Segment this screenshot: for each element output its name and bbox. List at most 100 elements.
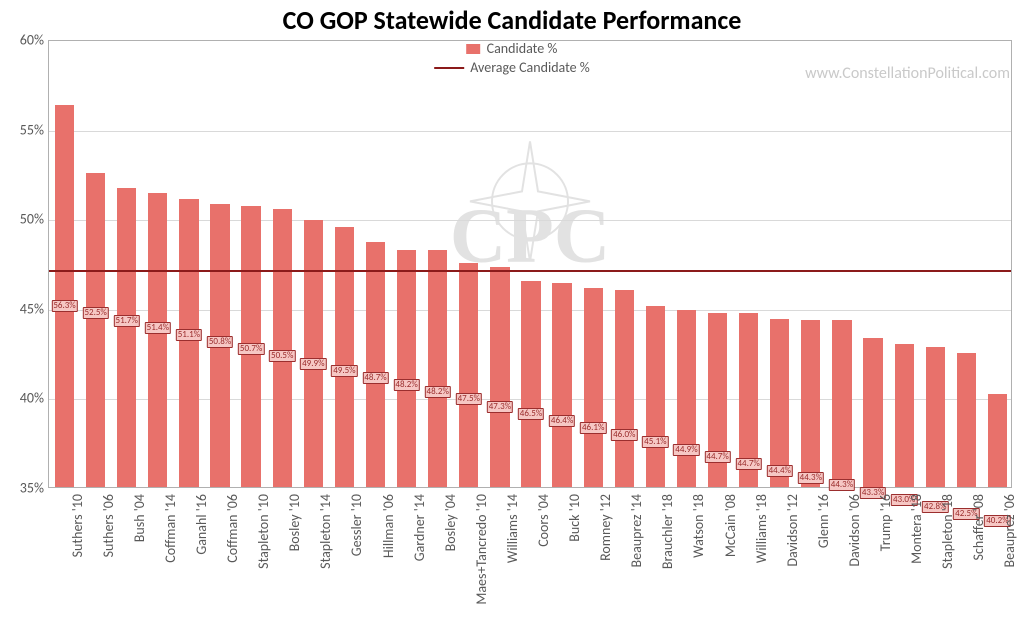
data-label: 56.3% [51, 300, 77, 312]
average-line [49, 270, 1011, 272]
data-label: 44.9% [673, 444, 699, 456]
bar [490, 267, 509, 487]
y-tick-label: 60% [4, 32, 44, 49]
x-tick-label: Coors '04 [535, 494, 552, 634]
bar [304, 220, 323, 487]
data-label: 47.5% [456, 393, 482, 405]
bar [273, 209, 292, 487]
bar [677, 310, 696, 487]
plot-area: CPC 56.3%52.5%51.7%51.4%51.1%50.8%50.7%5… [48, 40, 1012, 488]
x-tick-label: Bosley '10 [286, 494, 303, 634]
x-tick-label: Hillman '06 [380, 494, 397, 634]
data-label: 51.1% [176, 329, 202, 341]
data-label: 47.3% [487, 401, 513, 413]
bar [335, 227, 354, 487]
bar [615, 290, 634, 487]
bar [770, 319, 789, 487]
legend-swatch-bar [467, 44, 481, 54]
data-label: 51.4% [145, 322, 171, 334]
x-tick-label: Beauprez '06 [1001, 494, 1018, 634]
data-label: 44.4% [767, 465, 793, 477]
x-tick-label: Williams '18 [753, 494, 770, 634]
x-tick-label: Romney '12 [597, 494, 614, 634]
x-tick-label: Trump '16 [877, 494, 894, 634]
data-label: 44.7% [735, 458, 761, 470]
bar [926, 347, 945, 487]
y-tick-label: 40% [4, 390, 44, 407]
y-tick-label: 45% [4, 300, 44, 317]
data-label: 50.8% [207, 336, 233, 348]
x-tick-label: Suthers '10 [69, 494, 86, 634]
x-tick-label: Schaffer '08 [970, 494, 987, 634]
data-label: 44.3% [798, 472, 824, 484]
bar [895, 344, 914, 487]
x-tick-label: Ganahl '16 [193, 494, 210, 634]
x-tick-label: Williams '14 [504, 494, 521, 634]
legend-line-avg [434, 67, 464, 69]
x-tick-label: Stapleton '18 [939, 494, 956, 634]
bars-container [49, 41, 1011, 487]
bar [584, 288, 603, 487]
x-tick-label: McCain '08 [722, 494, 739, 634]
x-tick-label: Stapleton '14 [317, 494, 334, 634]
x-tick-label: Coffman '14 [162, 494, 179, 634]
bar [55, 105, 74, 487]
bar [428, 250, 447, 487]
bar [86, 173, 105, 487]
bar [117, 188, 136, 487]
x-tick-label: Davidson '06 [846, 494, 863, 634]
data-label: 52.5% [82, 307, 108, 319]
y-tick-label: 50% [4, 211, 44, 228]
x-tick-label: Beauprez '14 [628, 494, 645, 634]
legend: Candidate % Average Candidate % [434, 40, 590, 78]
bar [832, 320, 851, 487]
bar [459, 263, 478, 487]
bar [801, 320, 820, 487]
bar [397, 250, 416, 487]
bar [863, 338, 882, 487]
data-label: 49.5% [331, 365, 357, 377]
x-tick-label: Stapleton '10 [255, 494, 272, 634]
bar [148, 193, 167, 487]
x-tick-label: Coffman '06 [224, 494, 241, 634]
bar [179, 199, 198, 488]
x-tick-label: Davidson '12 [784, 494, 801, 634]
chart-title: CO GOP Statewide Candidate Performance [0, 4, 1024, 36]
bar [521, 281, 540, 487]
chart-root: CO GOP Statewide Candidate Performance w… [0, 0, 1024, 634]
data-label: 46.4% [549, 415, 575, 427]
x-tick-label: Suthers '06 [100, 494, 117, 634]
data-label: 49.9% [300, 358, 326, 370]
x-tick-label: Glenn '16 [815, 494, 832, 634]
data-label: 46.1% [580, 422, 606, 434]
data-label: 44.7% [704, 451, 730, 463]
data-label: 46.0% [611, 429, 637, 441]
data-label: 51.7% [114, 315, 140, 327]
bar [957, 353, 976, 487]
x-tick-label: Bush '04 [131, 494, 148, 634]
bar [552, 283, 571, 487]
x-tick-label: Gardner '14 [411, 494, 428, 634]
y-tick-label: 35% [4, 480, 44, 497]
data-label: 48.2% [425, 386, 451, 398]
data-label: 48.7% [362, 372, 388, 384]
legend-label-series: Candidate % [487, 40, 558, 57]
data-label: 44.3% [829, 479, 855, 491]
bar [646, 306, 665, 487]
x-tick-label: Montera '18 [908, 494, 925, 634]
x-tick-label: Gessler '10 [348, 494, 365, 634]
data-label: 48.2% [393, 379, 419, 391]
x-tick-label: Buck '10 [566, 494, 583, 634]
legend-label-avg: Average Candidate % [470, 59, 590, 76]
y-tick-label: 55% [4, 121, 44, 138]
x-tick-label: Watson '18 [690, 494, 707, 634]
x-tick-label: Maes+Tancredo '10 [473, 494, 490, 634]
x-tick-label: Brauchler '18 [659, 494, 676, 634]
x-tick-label: Bosley '04 [442, 494, 459, 634]
data-label: 45.1% [642, 436, 668, 448]
data-label: 46.5% [518, 408, 544, 420]
data-label: 50.7% [238, 343, 264, 355]
bar [366, 242, 385, 488]
data-label: 50.5% [269, 350, 295, 362]
bar [988, 394, 1007, 487]
